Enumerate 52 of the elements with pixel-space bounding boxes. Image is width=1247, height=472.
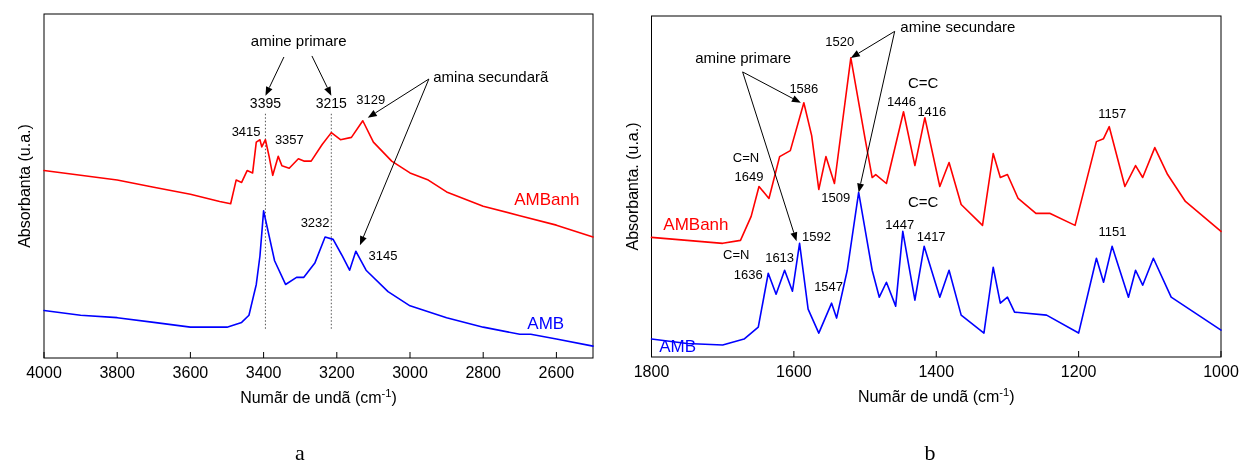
ref-line-label: 3215: [315, 94, 348, 111]
annotation: 1613: [765, 249, 795, 265]
text: b: [924, 440, 936, 465]
annotation: 1592: [802, 228, 832, 244]
annotation: 1151: [1098, 223, 1127, 239]
annotation: 1416: [917, 104, 947, 120]
x-tick-label: 3200: [319, 364, 355, 381]
text: amine primare: [250, 32, 347, 50]
x-tick-label: 1600: [776, 363, 812, 380]
annotation: 1586: [789, 81, 819, 97]
text: amina secundarã: [433, 68, 549, 86]
annotation: 3415: [231, 124, 261, 140]
ref-line-label: 3395: [249, 94, 282, 111]
x-tick-label: 1000: [1203, 363, 1239, 380]
series-label: AMBanh: [663, 214, 729, 234]
annotation: 1447: [885, 216, 915, 232]
x-tick-label: 4000: [26, 364, 62, 381]
series-label: AMB: [659, 336, 697, 356]
annotation: C=N: [732, 150, 760, 165]
x-tick-label: 2800: [465, 364, 502, 381]
y-axis-title: Absorbanta (u.a.): [16, 124, 33, 248]
annotation: 1417: [916, 228, 946, 244]
annotation: C=N: [723, 246, 750, 262]
x-axis-title: Numãr de undã (cm$^{-1}$): [240, 387, 397, 406]
text: a: [295, 440, 306, 465]
annotation: 1446: [887, 94, 916, 110]
annotation: C=C: [907, 193, 939, 211]
annotation: 1547: [814, 278, 844, 294]
x-axis-title: Numãr de undã (cm$^{-1}$): [857, 386, 1015, 405]
annotation: 3232: [300, 214, 330, 230]
annotation: C=C: [907, 73, 939, 91]
annotation: 1509: [821, 189, 851, 205]
annotation: 3357: [274, 131, 304, 147]
text: amine secundare: [900, 18, 1016, 36]
annotation: amine primare: [695, 49, 792, 67]
annotation: 3129: [356, 92, 386, 108]
annotation: 1636: [733, 266, 763, 282]
x-tick-label: 1800: [633, 363, 670, 380]
x-tick-label: 3800: [99, 364, 136, 381]
annotation: 1520: [825, 34, 855, 50]
annotation: 1649: [734, 169, 764, 184]
x-tick-label: 2600: [538, 364, 575, 381]
series-label: AMBanh: [514, 190, 580, 210]
annotation: 1157: [1098, 106, 1127, 122]
x-tick-label: 3000: [392, 364, 428, 381]
x-tick-label: 3400: [245, 364, 282, 381]
x-tick-label: 3600: [172, 364, 209, 381]
x-tick-label: 1200: [1060, 363, 1097, 380]
annotation: 3145: [368, 247, 398, 263]
x-tick-label: 1400: [918, 363, 955, 380]
series-label: AMB: [527, 314, 565, 334]
y-axis-title: Absorbanta. (u.a.): [623, 122, 641, 251]
